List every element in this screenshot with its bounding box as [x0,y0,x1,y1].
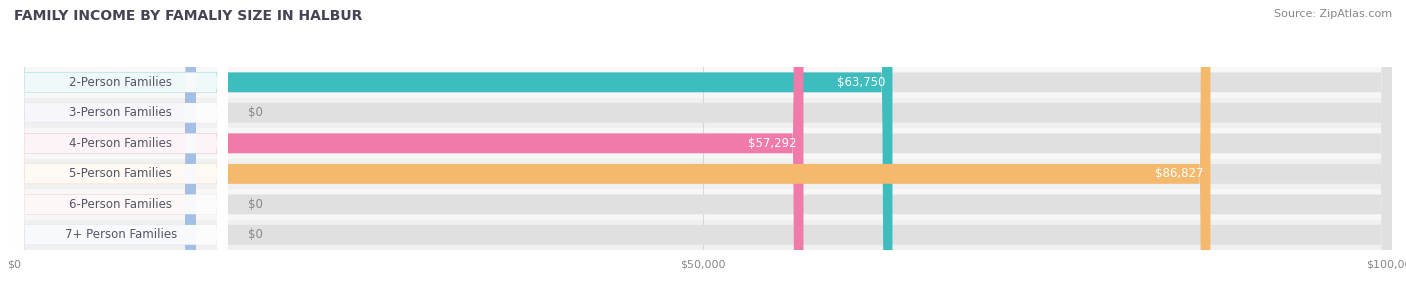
FancyBboxPatch shape [14,0,228,305]
Bar [14,189,1392,220]
Bar [14,98,1392,128]
Text: $0: $0 [249,228,263,241]
Text: 6-Person Families: 6-Person Families [69,198,173,211]
Bar [14,159,1392,189]
Text: 7+ Person Families: 7+ Person Families [65,228,177,241]
FancyBboxPatch shape [14,0,195,305]
FancyBboxPatch shape [14,0,803,305]
Text: Source: ZipAtlas.com: Source: ZipAtlas.com [1274,9,1392,19]
Bar [14,128,1392,159]
FancyBboxPatch shape [14,0,228,305]
Bar [14,220,1392,250]
Text: $0: $0 [249,198,263,211]
FancyBboxPatch shape [14,0,1392,305]
FancyBboxPatch shape [14,0,1211,305]
FancyBboxPatch shape [14,0,893,305]
FancyBboxPatch shape [14,0,1392,305]
Text: $63,750: $63,750 [837,76,886,89]
Text: 4-Person Families: 4-Person Families [69,137,173,150]
FancyBboxPatch shape [14,0,195,305]
FancyBboxPatch shape [14,0,1392,305]
Text: 2-Person Families: 2-Person Families [69,76,173,89]
FancyBboxPatch shape [14,0,228,305]
Text: $0: $0 [249,106,263,119]
Text: $86,827: $86,827 [1156,167,1204,180]
FancyBboxPatch shape [14,0,195,305]
FancyBboxPatch shape [14,0,1392,305]
Bar [14,67,1392,98]
FancyBboxPatch shape [14,0,1392,305]
FancyBboxPatch shape [14,0,228,305]
Text: $57,292: $57,292 [748,137,797,150]
FancyBboxPatch shape [14,0,228,305]
FancyBboxPatch shape [14,0,228,305]
Text: FAMILY INCOME BY FAMALIY SIZE IN HALBUR: FAMILY INCOME BY FAMALIY SIZE IN HALBUR [14,9,363,23]
Text: 5-Person Families: 5-Person Families [69,167,173,180]
Text: 3-Person Families: 3-Person Families [69,106,173,119]
FancyBboxPatch shape [14,0,1392,305]
